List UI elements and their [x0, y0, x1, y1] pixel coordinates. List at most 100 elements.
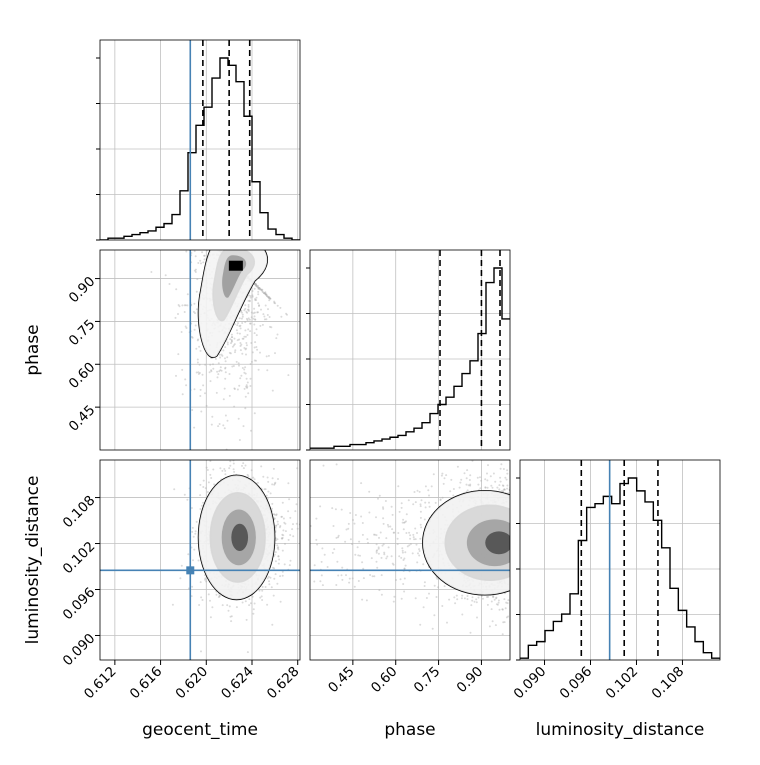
sample-point: [403, 567, 406, 570]
sample-point: [492, 596, 495, 599]
sample-point: [375, 550, 378, 553]
sample-point: [180, 564, 183, 567]
sample-point: [276, 544, 279, 547]
sample-point: [192, 559, 194, 562]
sample-point: [202, 501, 204, 504]
sample-point: [173, 488, 176, 491]
sample-point: [419, 523, 422, 526]
sample-point: [209, 241, 211, 243]
sample-point: [230, 615, 233, 618]
sample-point: [201, 599, 204, 601]
sample-point: [255, 299, 258, 301]
sample-point: [222, 398, 225, 401]
sample-point: [335, 536, 338, 539]
sample-point: [272, 566, 274, 569]
sample-point: [232, 365, 235, 367]
sample-point: [506, 484, 509, 487]
sample-point: [246, 381, 249, 384]
sample-point: [202, 486, 205, 488]
sample-point: [492, 594, 495, 597]
sample-point: [197, 229, 199, 231]
sample-point: [228, 373, 231, 375]
sample-point: [150, 271, 153, 273]
sample-point: [232, 468, 235, 471]
sample-point: [266, 295, 269, 298]
sample-point: [275, 524, 278, 527]
sample-point: [447, 434, 449, 436]
sample-point: [431, 627, 434, 630]
sample-point: [241, 322, 244, 324]
sample-point: [313, 580, 316, 583]
sample-point: [184, 304, 187, 307]
sample-point: [344, 540, 347, 543]
sample-point: [414, 597, 417, 600]
sample-point: [209, 241, 211, 243]
sample-point: [172, 204, 174, 206]
sample-point: [214, 244, 216, 246]
sample-point: [270, 586, 273, 589]
sample-point: [265, 318, 268, 321]
sample-point: [168, 283, 171, 285]
sample-point: [291, 528, 294, 531]
sample-point: [199, 231, 201, 233]
sample-point: [289, 516, 292, 519]
sample-point: [476, 476, 479, 479]
y-axis-label-phase: phase: [23, 324, 43, 375]
sample-point: [286, 313, 288, 316]
sample-point: [182, 219, 184, 221]
sample-point: [402, 559, 405, 561]
sample-point: [362, 577, 365, 580]
sample-point: [371, 575, 374, 578]
sample-point: [507, 615, 510, 618]
sample-point: [198, 231, 200, 233]
hist-luminosity_distance-content: [520, 460, 720, 660]
sample-point: [191, 224, 193, 226]
sample-point: [413, 538, 416, 541]
sample-point: [195, 227, 197, 229]
sample-point: [259, 351, 261, 354]
sample-point: [200, 262, 202, 265]
sample-point: [209, 599, 211, 602]
sample-point: [169, 233, 171, 235]
sample-point: [253, 359, 256, 362]
sample-point: [267, 296, 270, 299]
sample-point: [208, 242, 210, 244]
sample-point: [486, 486, 489, 489]
sample-point: [177, 353, 180, 356]
sample-point: [230, 620, 233, 623]
sample-point: [193, 388, 196, 391]
sample-point: [258, 305, 260, 307]
sample-point: [277, 546, 280, 549]
x-tick-label: 0.090: [511, 664, 550, 703]
sample-point: [274, 560, 277, 563]
sample-point: [310, 525, 312, 527]
sample-point: [214, 245, 216, 247]
sample-point: [174, 207, 176, 209]
sample-point: [495, 596, 498, 599]
sample-point: [267, 296, 270, 299]
sample-point: [282, 529, 285, 532]
sample-point: [208, 238, 210, 240]
sample-point: [322, 464, 325, 467]
sample-point: [245, 377, 248, 380]
sample-point: [246, 455, 248, 457]
sample-point: [255, 296, 258, 299]
sample-point: [418, 548, 421, 551]
sample-point: [192, 223, 194, 225]
sample-point: [194, 268, 197, 271]
sample-point: [204, 487, 207, 490]
sample-point: [236, 441, 238, 443]
sample-point: [261, 291, 264, 294]
sample-point: [257, 293, 260, 296]
sample-point: [191, 585, 194, 588]
sample-point: [257, 286, 260, 289]
sample-point: [213, 245, 215, 247]
sample-point: [403, 521, 406, 524]
sample-point: [205, 580, 208, 583]
sample-point: [196, 226, 198, 228]
sample-point: [361, 561, 364, 564]
sample-point: [201, 373, 204, 376]
sample-point: [224, 377, 227, 380]
sample-point: [164, 274, 167, 277]
sample-point: [196, 228, 198, 230]
